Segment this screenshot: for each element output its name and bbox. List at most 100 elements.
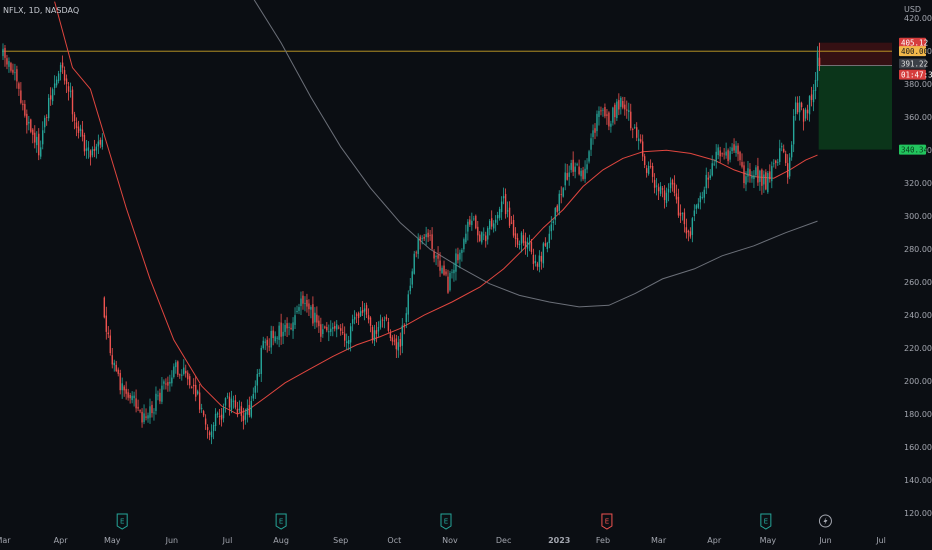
candle-body [93,149,96,152]
candle-body [236,408,239,414]
candle-body [401,325,403,346]
candle-body [191,387,193,389]
candle-body [494,219,497,223]
candle-body [489,220,491,230]
y-tick-label: 120.00 [904,509,932,518]
candle-body [228,396,231,408]
candle-body [592,130,594,138]
candle-body [812,89,815,103]
candle-body [733,144,735,151]
candle-body [749,169,751,176]
candle-body [467,221,469,232]
stop-loss-zone[interactable] [818,42,892,66]
candle-body [272,330,274,339]
candle-body [71,89,74,115]
candle-body [806,109,809,114]
earnings-marker[interactable]: E [440,513,452,530]
candle-body [133,395,135,399]
candle-body [570,163,572,170]
candle-body [143,413,145,423]
price-axis[interactable]: 120.00 140.00 160.00 180.00 200.00 220.00 240.… [893,0,932,550]
candle-body [618,100,620,110]
candle-body [667,188,670,193]
candle-body [743,165,745,184]
candle-body [40,147,42,157]
candle-body [298,307,300,311]
earnings-marker[interactable]: E [601,513,613,530]
candle-body [194,384,197,397]
candle-body [574,166,576,172]
candle-body [224,398,227,406]
earnings-marker[interactable]: E [760,513,772,530]
x-tick-label: Jul [222,536,233,545]
candle-body [783,148,785,152]
candle-body [419,236,421,241]
candle-body [721,153,723,155]
candle-body [274,336,276,342]
position-zones[interactable] [818,42,892,150]
currency-label: USD [904,5,921,14]
candle-body [787,163,789,178]
y-tick-label: 360.00 [904,113,932,122]
candle-body [606,114,608,116]
x-tick-label: Jun [165,536,179,545]
candle-body [302,295,304,304]
candle-body [719,150,721,157]
candle-body [270,330,272,348]
candle-body [324,326,326,328]
candle-body [679,212,682,216]
candle-body [280,322,282,337]
candle-body [264,341,266,343]
candle-body [546,242,549,250]
candle-body [204,418,207,425]
candle-body [347,339,350,345]
candle-body [8,61,10,67]
candle-body [385,317,388,320]
candle-body [81,129,84,137]
candle-body [381,319,384,321]
candle-body [641,141,644,157]
price-badge-bg [899,58,926,69]
candle-body [248,404,251,415]
time-axis[interactable]: Mar Apr May Jun Jul Aug Sep Oct Nov Dec 2023 Feb Mar… [0,536,886,545]
candle-body [628,110,630,113]
y-tick-label: 420.00 [904,14,932,23]
y-tick-label: 220.00 [904,344,932,353]
candle-body [423,237,425,239]
candle-body [614,104,616,118]
price-badge-text: 391.22 [901,60,928,69]
candle-body [24,104,26,116]
candle-body [429,234,431,236]
candle-body [689,231,692,237]
take-profit-zone[interactable] [818,65,892,150]
price-badge: 391.22 [899,58,928,69]
candle-body [685,227,688,234]
dividend-marker[interactable] [818,514,832,528]
candle-body [318,320,320,327]
earnings-marker[interactable]: E [116,513,128,530]
earnings-label: E [279,518,283,526]
candle-body [568,172,570,177]
candle-body [14,72,16,74]
y-tick-label: 260.00 [904,278,932,287]
earnings-marker[interactable]: E [275,513,287,530]
candle-body [814,79,817,92]
y-tick-label: 140.00 [904,476,932,485]
candle-body [268,346,270,348]
candle-body [544,243,547,246]
candle-body [767,173,769,193]
candle-body [479,234,481,242]
price-axis-background[interactable] [893,0,932,550]
candle-body [582,170,584,179]
y-tick-label: 240.00 [904,311,932,320]
candle-body [238,408,241,411]
candle-body [483,234,485,236]
candle-body [117,369,119,374]
symbol-title[interactable]: NFLX, 1D, NASDAQ [3,6,79,15]
candle-body [12,69,14,73]
candle-body [389,333,392,338]
candle-body [649,166,652,168]
